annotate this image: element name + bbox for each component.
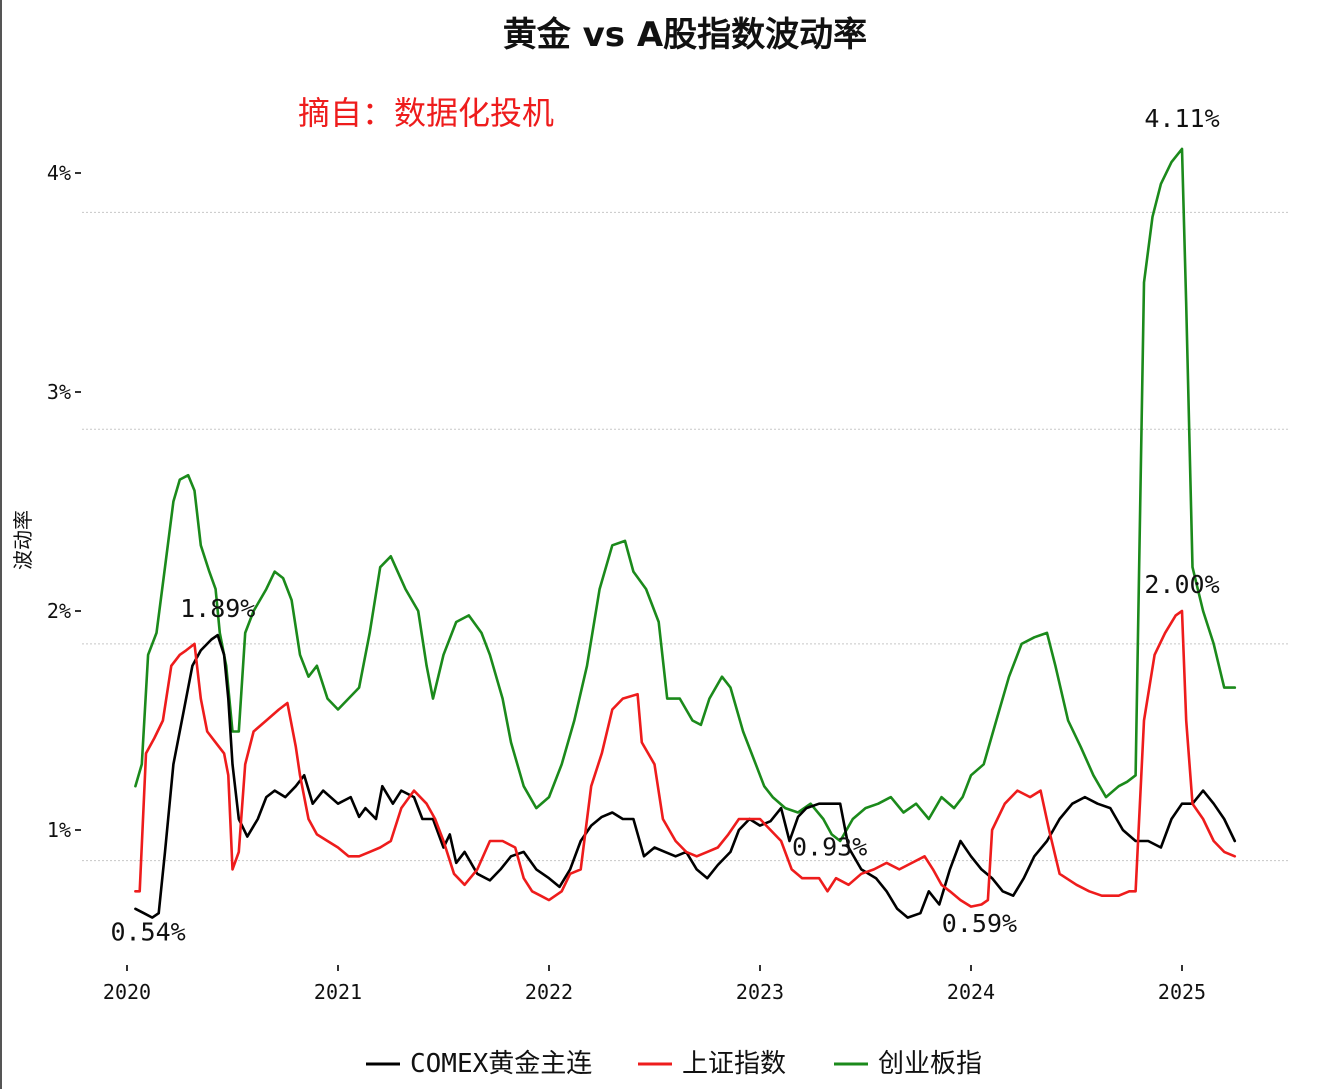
y-tick-label-3: 3% xyxy=(47,380,71,404)
x-axis: 2020 2021 2022 2023 2024 2025 xyxy=(103,965,1206,1004)
y-axis: 1% 2% 3% 4% xyxy=(47,161,81,842)
legend: COMEX黄金主连 上证指数 创业板指 xyxy=(366,1049,982,1079)
grid-layer xyxy=(82,211,1290,862)
annotation-0: 1.89% xyxy=(180,594,255,623)
legend-label-2: 创业板指 xyxy=(878,1049,982,1079)
legend-label-1: 上证指数 xyxy=(682,1049,786,1079)
x-tick-label-2020: 2020 xyxy=(103,980,151,1004)
annotation-5: 4.11% xyxy=(1144,104,1219,133)
y-tick-label-2: 2% xyxy=(47,599,71,623)
annotation-3: 0.59% xyxy=(942,909,1017,938)
y-tick-label-1: 1% xyxy=(47,818,71,842)
series-line-0 xyxy=(134,633,1237,919)
x-tick-label-2024: 2024 xyxy=(947,980,995,1004)
annotation-layer: 1.89% 0.54% 0.93% 0.59% 2.00% 4.11% xyxy=(110,104,1219,947)
x-tick-label-2023: 2023 xyxy=(736,980,784,1004)
source-note: 摘自：数据化投机 xyxy=(298,94,554,132)
x-tick-label-2025: 2025 xyxy=(1158,980,1206,1004)
annotation-4: 2.00% xyxy=(1144,570,1219,599)
legend-label-0: COMEX黄金主连 xyxy=(410,1049,592,1079)
annotation-2: 0.93% xyxy=(792,832,867,861)
x-tick-label-2021: 2021 xyxy=(314,980,362,1004)
x-tick-label-2022: 2022 xyxy=(525,980,573,1004)
series-line-2 xyxy=(134,147,1237,843)
chart-title: 黄金 vs A股指数波动率 xyxy=(503,15,867,55)
y-tick-label-4: 4% xyxy=(47,161,71,185)
annotation-1: 0.54% xyxy=(110,918,185,947)
left-border xyxy=(0,0,2,1089)
y-axis-label: 波动率 xyxy=(11,510,35,570)
series-layer xyxy=(134,147,1237,919)
series-line-1 xyxy=(134,609,1237,908)
